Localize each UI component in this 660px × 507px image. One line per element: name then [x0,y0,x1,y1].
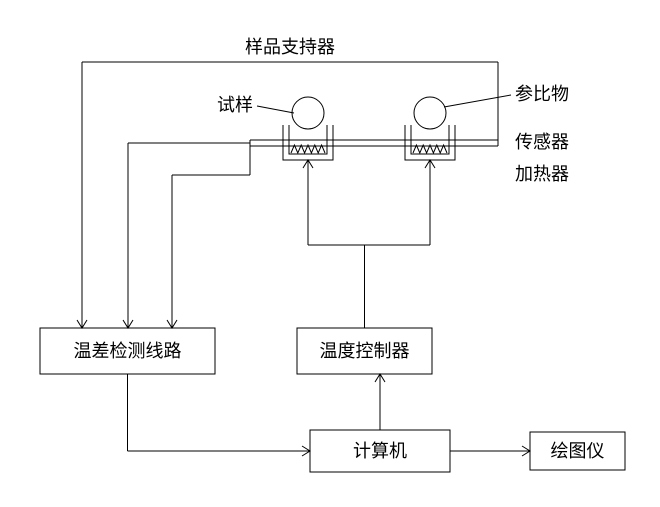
heater-label: 加热器 [515,164,569,184]
tempdiff-box: 温差检测线路 [74,341,182,361]
computer-box: 计算机 [353,441,407,461]
title-label: 样品支持器 [245,37,335,57]
reference-label: 参比物 [515,84,569,104]
right-holder-circle [414,97,446,129]
left-holder-circle [292,97,324,129]
dsc-diagram: 样品支持器试样 参比物传感器加热器温差检测线路 温度控制器计算机 绘图仪 [0,0,660,507]
sensor-label: 传感器 [515,132,569,152]
sample-label: 试样 [217,95,253,115]
tempctrl-box: 温度控制器 [320,341,410,361]
plotter-box: 绘图仪 [551,441,605,461]
